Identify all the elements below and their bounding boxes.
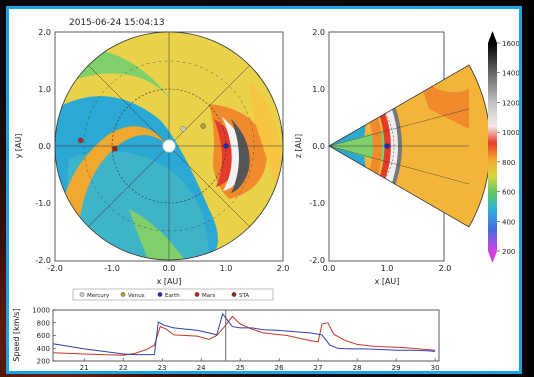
colorbar-tick-label: 1200 bbox=[502, 99, 519, 107]
colorbar-tick-label: 1600 bbox=[502, 40, 519, 48]
speed-ytick-label: 400 bbox=[37, 345, 50, 353]
speed-xtick-label: 23 bbox=[158, 364, 167, 371]
bodies-legend: Mercury Venus Earth Mars STA bbox=[72, 288, 274, 301]
speed-series-line-1 bbox=[52, 315, 436, 356]
sta-marker bbox=[112, 146, 118, 152]
colorbar-tick-label: 1400 bbox=[502, 70, 519, 78]
speed-ylabel: Speed [km/s] bbox=[12, 308, 21, 361]
legend-marker bbox=[231, 292, 237, 297]
heliosphere-figure: 2015-06-24 15:04:13 bbox=[12, 18, 519, 372]
legend-label: Earth bbox=[165, 293, 180, 299]
speed-ytick-label: 800 bbox=[37, 319, 50, 327]
meridional-ylabel: z [AU] bbox=[294, 134, 303, 158]
speed-ytick-label: 600 bbox=[37, 332, 50, 340]
ecliptic-xtick-label: 0.0 bbox=[163, 264, 176, 273]
ecliptic-ytick-label: -2.0 bbox=[35, 256, 51, 265]
colorbar-tick-label: 400 bbox=[502, 218, 515, 226]
speed-xtick-label: 26 bbox=[275, 364, 284, 371]
speed-xtick-label: 21 bbox=[80, 364, 89, 371]
meridional-ytick-label: 0.0 bbox=[312, 142, 325, 151]
meridional-xtick-label: 0.0 bbox=[323, 264, 336, 273]
meridional-xlabel: x [AU] bbox=[375, 277, 400, 286]
legend-label: Venus bbox=[128, 293, 145, 299]
ecliptic-ylabel: y [AU] bbox=[14, 134, 23, 159]
speed-xtick-label: 29 bbox=[392, 364, 401, 371]
legend-marker bbox=[157, 292, 163, 297]
colorbar-tick-label: 600 bbox=[502, 189, 515, 197]
ecliptic-xtick-label: -2.0 bbox=[47, 264, 63, 273]
ecliptic-panel: -2.0 -1.0 0.0 1.0 2.0 2.0 1.0 0.0 -1.0 -2.0 x [A… bbox=[14, 28, 289, 286]
ecliptic-xtick-label: 1.0 bbox=[220, 264, 233, 273]
speed-ytick-label: 1000 bbox=[32, 307, 50, 315]
meridional-xtick-label: 2.0 bbox=[439, 264, 452, 273]
meridional-ytick-label: -1.0 bbox=[309, 199, 325, 208]
legend-label: Mars bbox=[202, 293, 215, 299]
timestamp: 2015-06-24 15:04:13 bbox=[69, 18, 165, 28]
speed-xtick-label: 27 bbox=[314, 364, 323, 371]
legend-marker bbox=[194, 292, 200, 297]
mercury-marker bbox=[180, 126, 186, 132]
speed-series-line-2 bbox=[52, 312, 436, 356]
colorbar-gradient bbox=[488, 43, 497, 251]
earth-marker bbox=[223, 143, 229, 149]
speed-xtick-label: 25 bbox=[236, 364, 245, 371]
ecliptic-xtick-label: -1.0 bbox=[104, 264, 120, 273]
meridional-ytick-label: 2.0 bbox=[312, 28, 325, 37]
speed-xtick-label: 24 bbox=[197, 364, 206, 371]
speed-xtick-label: 28 bbox=[353, 364, 362, 371]
speed-axes-box bbox=[52, 309, 440, 362]
sun-marker bbox=[162, 139, 176, 153]
colorbar-tick-label: 200 bbox=[502, 248, 515, 256]
colorbar-top-arrow bbox=[488, 31, 497, 43]
ecliptic-ytick-label: 1.0 bbox=[38, 85, 51, 94]
colorbar-bottom-arrow bbox=[488, 251, 497, 263]
legend-label: STA bbox=[239, 293, 249, 299]
meridional-ytick-label: 1.0 bbox=[312, 85, 325, 94]
legend-marker bbox=[79, 292, 85, 297]
colorbar-tick-label: 800 bbox=[502, 159, 515, 167]
figure-frame: 2015-06-24 15:04:13 bbox=[6, 6, 522, 374]
ecliptic-ytick-label: 0.0 bbox=[38, 142, 51, 151]
mars-marker bbox=[77, 137, 84, 144]
speed-ytick-label: 200 bbox=[37, 358, 50, 366]
colorbar-tick-label: 1000 bbox=[502, 129, 519, 137]
legend-label: Mercury bbox=[87, 293, 110, 299]
legend-box bbox=[72, 288, 274, 301]
ecliptic-xlabel: x [AU] bbox=[157, 277, 182, 286]
colorbar: 1600 1400 1200 1000 800 600 400 200 bbox=[488, 31, 519, 263]
venus-marker bbox=[200, 123, 206, 129]
meridional-xtick-label: 1.0 bbox=[381, 264, 394, 273]
speed-xtick-label: 30 bbox=[431, 364, 440, 371]
meridional-panel: 0.0 1.0 2.0 2.0 1.0 0.0 -1.0 -2.0 x [AU] z [AU… bbox=[294, 28, 491, 286]
ecliptic-xtick-label: 2.0 bbox=[277, 264, 290, 273]
ecliptic-ytick-label: 2.0 bbox=[38, 28, 51, 37]
meridional-earth-marker bbox=[384, 143, 390, 149]
ecliptic-ytick-label: -1.0 bbox=[35, 199, 51, 208]
legend-marker bbox=[120, 292, 126, 297]
speed-xtick-label: 22 bbox=[119, 364, 128, 371]
meridional-ytick-label: -2.0 bbox=[309, 256, 325, 265]
speed-panel: 1000 800 600 400 200 21 22 23 24 25 26 27 28 29 30 Sp… bbox=[12, 307, 440, 372]
